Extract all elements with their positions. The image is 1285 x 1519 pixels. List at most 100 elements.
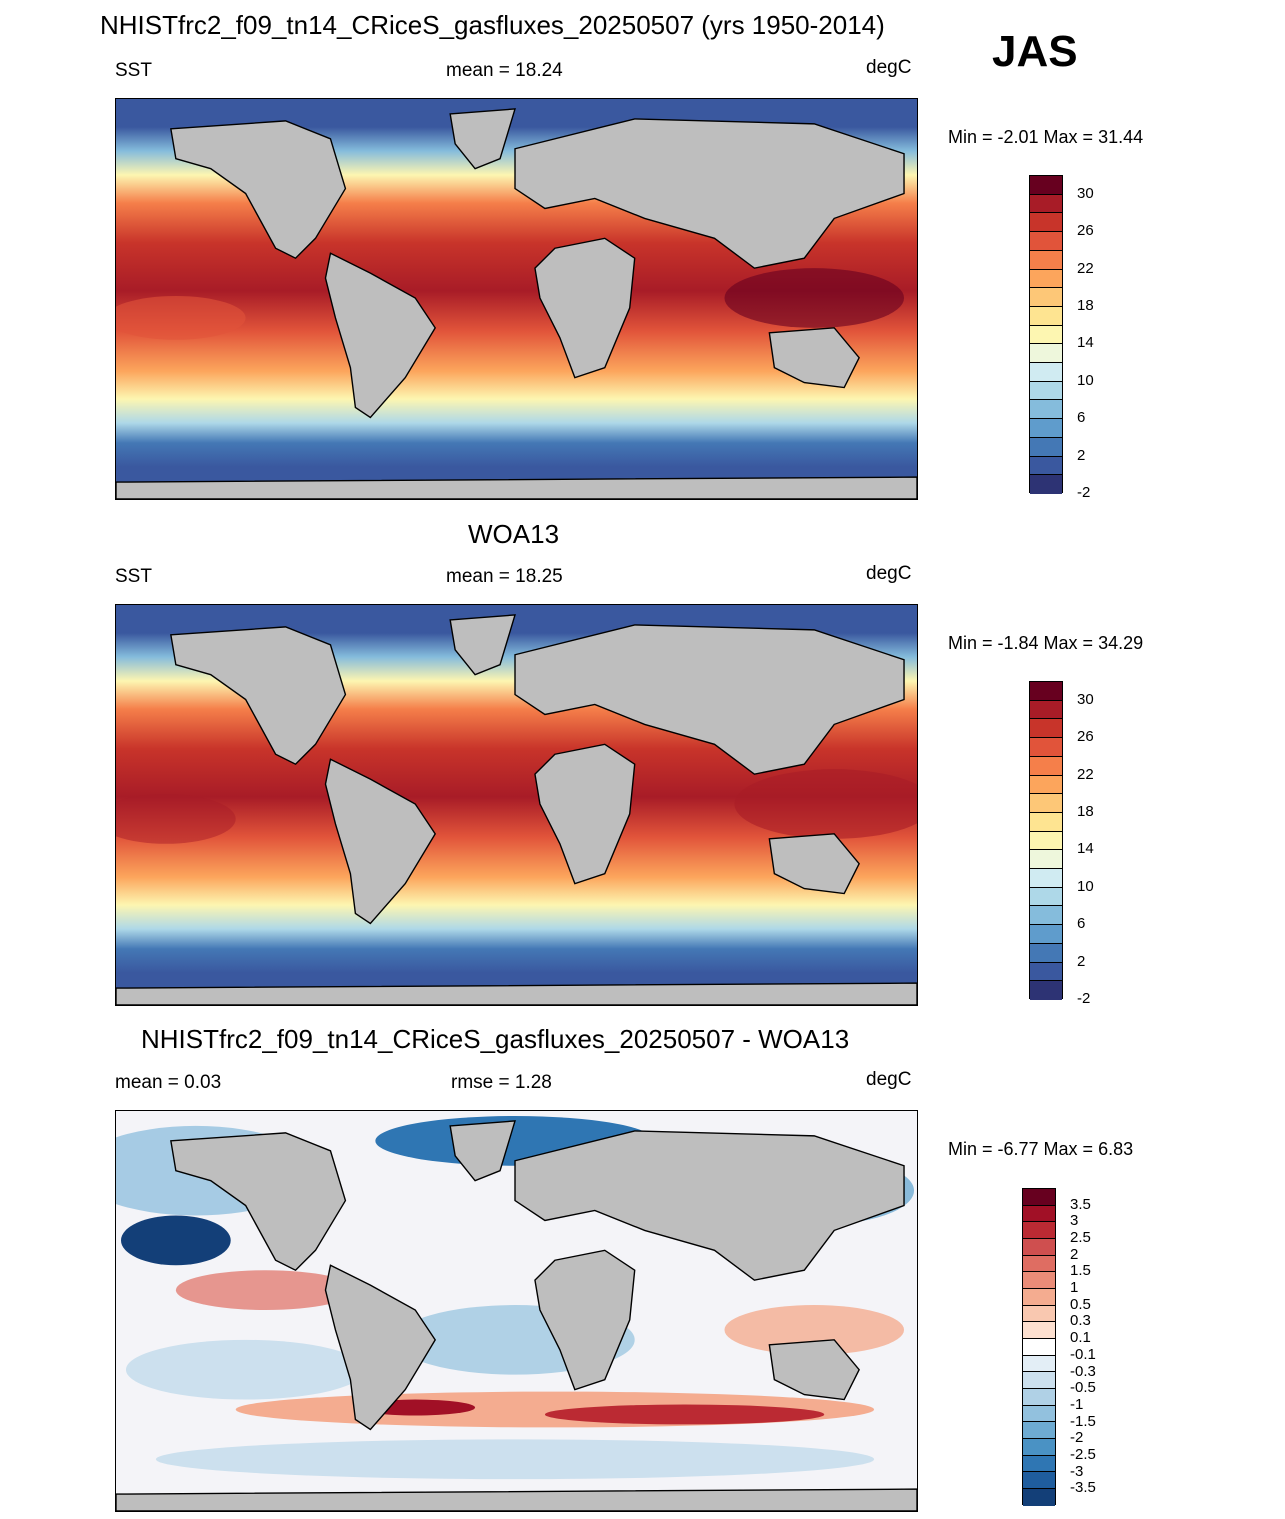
colorbar-label: -3.5 (1070, 1479, 1096, 1497)
panel-2-mean: mean = 18.25 (446, 566, 563, 587)
colorbar-label: -0.5 (1070, 1379, 1096, 1397)
colorbar-label: 26 (1077, 728, 1094, 746)
colorbar-swatch (1023, 1372, 1055, 1390)
panel-1-variable: SST (115, 60, 152, 81)
colorbar-swatch (1023, 1455, 1055, 1473)
colorbar-swatch (1030, 232, 1062, 251)
colorbar-swatch (1023, 1489, 1055, 1506)
panel-3-minmax: Min = -6.77 Max = 6.83 (948, 1139, 1134, 1159)
colorbar-label: 6 (1077, 915, 1086, 933)
colorbar-label: 10 (1077, 877, 1094, 895)
colorbar-swatch (1023, 1255, 1055, 1273)
colorbar-swatch (1023, 1339, 1055, 1356)
colorbar-label: -3 (1070, 1462, 1084, 1480)
colorbar-swatch (1030, 981, 1062, 1000)
colorbar-swatch (1030, 213, 1062, 233)
colorbar-label: 0.1 (1070, 1329, 1091, 1347)
colorbar-swatch (1030, 775, 1062, 795)
colorbar-swatch (1030, 306, 1062, 326)
colorbar-swatch (1030, 850, 1062, 870)
panel-3-mean: mean = 0.03 (115, 1072, 222, 1093)
colorbar-label: 3.5 (1070, 1195, 1091, 1213)
colorbar-swatch (1030, 194, 1062, 214)
colorbar-label: 18 (1077, 296, 1094, 314)
colorbar-swatch (1030, 794, 1062, 813)
colorbar-swatch (1023, 1405, 1055, 1423)
colorbar-label: 6 (1077, 409, 1086, 427)
colorbar-swatch (1030, 962, 1062, 982)
colorbar-swatch (1030, 887, 1062, 907)
colorbar-swatch (1023, 1189, 1055, 1206)
colorbar-label: -2 (1077, 484, 1091, 501)
colorbar-label: 10 (1077, 371, 1094, 389)
colorbar-swatch (1030, 176, 1062, 195)
colorbar-swatch (1030, 437, 1062, 457)
colorbar-swatch (1030, 738, 1062, 757)
colorbar-swatch (1030, 381, 1062, 401)
panel-1-minmax: Min = -2.01 Max = 31.44 (948, 127, 1144, 147)
colorbar-label: 14 (1077, 334, 1094, 352)
colorbar-label: 22 (1077, 259, 1094, 277)
colorbar-swatch (1030, 475, 1062, 494)
panel-2-variable: SST (115, 566, 152, 587)
colorbar-swatch (1030, 250, 1062, 270)
colorbar-label: 2.5 (1070, 1229, 1091, 1247)
colorbar-swatch (1030, 456, 1062, 476)
colorbar-label: 1.5 (1070, 1262, 1091, 1280)
colorbar-label: 22 (1077, 765, 1094, 783)
panel-1-mean: mean = 18.24 (446, 60, 563, 81)
colorbar-swatch (1030, 325, 1062, 345)
panel-3-title: NHISTfrc2_f09_tn14_CRiceS_gasfluxes_2025… (141, 1024, 850, 1054)
colorbar-swatch (1030, 419, 1062, 438)
colorbar-label: -2.5 (1070, 1445, 1096, 1463)
colorbar-swatch (1030, 869, 1062, 888)
colorbar-label: 2 (1077, 952, 1086, 970)
panel-3-units: degC (866, 1069, 912, 1090)
colorbar-label: -0.3 (1070, 1362, 1096, 1380)
colorbar-label: 2 (1077, 446, 1086, 464)
panel-2-title: WOA13 (468, 519, 560, 549)
panel-3-rmse: rmse = 1.28 (451, 1072, 552, 1093)
colorbar-swatch (1023, 1389, 1055, 1406)
colorbar-label: 30 (1077, 690, 1094, 708)
colorbar-label: -1 (1070, 1395, 1084, 1413)
colorbar-swatch (1023, 1322, 1055, 1340)
colorbar-swatch (1030, 831, 1062, 851)
colorbar-swatch (1030, 288, 1062, 307)
colorbar-label: -2 (1077, 990, 1091, 1007)
colorbar-label: 2 (1070, 1245, 1079, 1263)
panel-1-title: NHISTfrc2_f09_tn14_CRiceS_gasfluxes_2025… (100, 10, 885, 40)
colorbar-label: -2 (1070, 1429, 1084, 1447)
colorbar-label: 18 (1077, 802, 1094, 820)
panel-2-minmax: Min = -1.84 Max = 34.29 (948, 633, 1144, 653)
colorbar-label: -0.1 (1070, 1345, 1096, 1363)
panel-3-map (115, 1110, 918, 1512)
colorbar-label: 14 (1077, 840, 1094, 858)
colorbar-swatch (1030, 719, 1062, 739)
colorbar-swatch (1023, 1289, 1055, 1306)
colorbar-swatch (1030, 925, 1062, 944)
colorbar-swatch (1030, 363, 1062, 382)
colorbar-swatch (1030, 756, 1062, 776)
colorbar-swatch (1023, 1355, 1055, 1373)
colorbar-label: 3 (1070, 1212, 1079, 1230)
colorbar-swatch (1030, 344, 1062, 364)
colorbar-swatch (1023, 1439, 1055, 1456)
colorbar-swatch (1023, 1472, 1055, 1490)
colorbar-label: 26 (1077, 222, 1094, 240)
colorbar-swatch (1030, 400, 1062, 420)
colorbar-swatch (1030, 700, 1062, 720)
colorbar-label: -1.5 (1070, 1412, 1096, 1430)
colorbar-swatch (1030, 906, 1062, 926)
colorbar-swatch (1023, 1272, 1055, 1290)
colorbar-swatch (1030, 812, 1062, 832)
colorbar-swatch (1030, 682, 1062, 701)
panel-2-map (115, 604, 918, 1006)
colorbar-swatch (1023, 1222, 1055, 1240)
colorbar-swatch (1023, 1305, 1055, 1323)
colorbar-label: 0.5 (1070, 1295, 1091, 1313)
panel-1-units: degC (866, 57, 912, 78)
colorbar-label: 1 (1070, 1279, 1079, 1297)
colorbar-label: 30 (1077, 184, 1094, 202)
colorbar-swatch (1030, 269, 1062, 289)
